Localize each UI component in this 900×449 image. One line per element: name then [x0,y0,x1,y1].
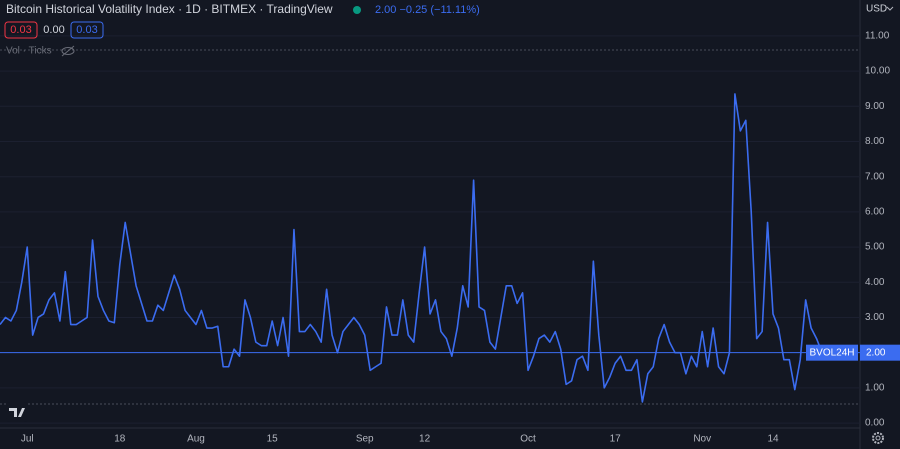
x-tick-label: 15 [267,434,279,445]
y-tick-label: 8.00 [865,136,885,147]
chart-title: Bitcoin Historical Volatility Index · 1D… [6,2,333,16]
x-tick-label: Jul [21,434,34,445]
x-tick-label: 12 [419,434,431,445]
x-tick-label: 17 [610,434,622,445]
x-tick-label: Oct [520,434,536,445]
y-tick-label: 9.00 [865,101,885,112]
series-tag-text: BVOL24H [809,347,854,358]
x-tick-label: 18 [114,434,126,445]
y-tick-label: 3.00 [865,312,885,323]
badge-text: 0.03 [76,24,97,36]
plot [0,35,860,424]
price-tag-text: 2.00 [866,347,886,358]
y-tick-label: 7.00 [865,171,885,182]
y-tick-label: 0.00 [865,418,885,429]
readout: 2.00 −0.25 (−11.11%) [375,4,480,16]
y-tick-label: 6.00 [865,207,885,218]
y-tick-label: 4.00 [865,277,885,288]
series-tag [806,344,858,361]
volume-label: Vol · Ticks [6,46,52,57]
logo [6,402,28,422]
price-tag [860,344,900,361]
y-tick-label: 5.00 [865,242,885,253]
chevron [886,6,894,11]
x-tick-label: Aug [187,434,205,445]
settings-icon[interactable] [872,432,884,444]
x-tick-label: Sep [356,434,374,445]
hide-icon[interactable] [61,45,75,57]
currency[interactable]: USD [866,4,887,15]
y-tick-label: 11.00 [865,31,890,42]
badge[interactable] [4,21,38,39]
status-dot [353,6,361,14]
badge-text: 0.03 [10,24,31,36]
x-tick-label: Nov [693,434,711,445]
badge-text: 0.00 [43,24,64,36]
y-tick-label: 10.00 [865,66,890,77]
x-tick-label: 14 [767,434,779,445]
series-line [0,93,823,403]
y-tick-label: 1.00 [865,383,885,394]
badge[interactable] [70,21,104,39]
